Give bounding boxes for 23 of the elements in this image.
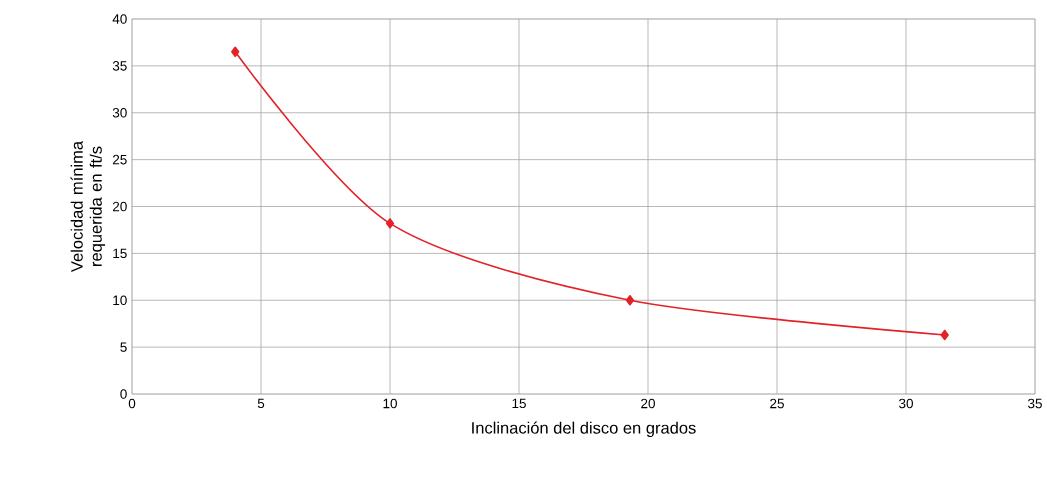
y-tick-label: 20 <box>112 201 127 212</box>
y-axis-title: Velocidad mínima requerida en ft/s <box>70 140 106 272</box>
y-tick-label: 30 <box>112 107 127 118</box>
point <box>625 294 635 306</box>
x-tick-label: 0 <box>128 398 136 409</box>
x-tick-label: 20 <box>641 398 655 409</box>
x-tick-label: 25 <box>770 398 784 409</box>
x-tick-label: 15 <box>512 398 526 409</box>
y-tick-label: 5 <box>120 342 127 352</box>
y-tick-label: 0 <box>120 389 127 399</box>
point <box>385 218 395 229</box>
point <box>940 329 949 341</box>
y-tick-label: 15 <box>113 248 127 259</box>
x-tick-label: 5 <box>257 398 265 409</box>
y-tick-label: 10 <box>113 295 127 306</box>
x-tick-label: 30 <box>899 398 913 409</box>
x-axis-title: Inclinación del disco en grados <box>472 421 696 438</box>
x-tick-label: 10 <box>383 398 397 409</box>
y-tick-label: 35 <box>112 61 127 71</box>
point <box>231 46 240 58</box>
y-tick-label: 40 <box>112 14 127 24</box>
y-tick-label: 25 <box>112 154 127 165</box>
x-tick-label: 35 <box>1028 398 1042 409</box>
